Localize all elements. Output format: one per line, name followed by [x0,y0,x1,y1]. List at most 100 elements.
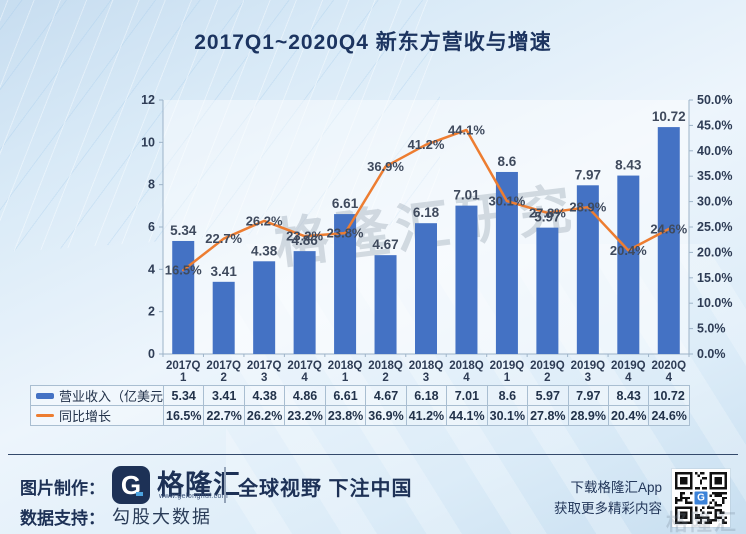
brand-slogan: 全球视野 下注中国 [238,478,413,500]
revenue-bar [617,175,640,354]
chart-title: 2017Q1~2020Q4 新东方营收与增速 [194,31,552,54]
revenue-bar [293,251,316,354]
revenue-bar [212,281,235,354]
bar-value-label: 8.6 [498,154,517,169]
right-axis-tick-label: 50.0% [697,93,732,107]
table-cell-growth: 27.8% [527,405,568,425]
bar-value-label: 3.41 [211,264,238,279]
growth-value-label: 36.9% [367,159,404,174]
right-axis-tick-label: 0.0% [697,347,726,361]
x-axis-category-label: 2019Q 2 [530,360,565,384]
right-axis-tick-label: 25.0% [697,220,732,234]
table-cell-revenue: 6.18 [405,385,447,405]
app-download-line2: 获取更多精彩内容 [554,501,662,516]
growth-value-label: 28.9% [569,200,606,215]
bar-value-label: 6.61 [332,196,359,211]
qr-code: G [672,469,730,527]
revenue-bar [455,205,478,354]
table-cell-growth: 24.6% [648,405,689,425]
x-axis-category-label: 2019Q 3 [571,360,606,384]
x-axis-category-label: 2017Q 1 [166,360,201,384]
x-axis-category-label: 2017Q 2 [206,360,241,384]
growth-value-label: 16.5% [165,263,202,278]
left-axis-tick-label: 4 [148,262,155,276]
table-cell-revenue: 4.38 [243,385,285,405]
table-cell-growth: 16.5% [163,405,204,425]
revenue-bar [657,127,680,354]
x-axis-category-label: 2019Q 1 [490,360,525,384]
data-by-value: 勾股大数据 [112,507,212,527]
x-axis-category-label: 2018Q 3 [409,360,444,384]
bar-value-label: 8.43 [615,158,642,173]
right-axis-tick-label: 30.0% [697,195,732,209]
bar-value-label: 10.72 [652,109,686,124]
gelonghui-logo-icon: G [112,466,150,504]
x-axis-category-label: 2017Q 3 [247,360,282,384]
revenue-bar [374,255,397,354]
bar-value-label: 4.67 [372,237,398,252]
growth-value-label: 26.2% [246,213,283,228]
left-axis-tick-label: 0 [148,347,155,361]
right-axis-tick-label: 10.0% [697,296,732,310]
table-cell-revenue: 8.43 [607,385,649,405]
table-cell-growth: 41.2% [405,405,447,425]
left-axis-tick-label: 2 [148,305,155,319]
table-cell-growth: 22.7% [203,405,244,425]
right-axis-tick-label: 40.0% [697,144,732,158]
growth-value-label: 23.2% [286,229,323,244]
bar-value-label: 6.18 [413,205,440,220]
data-table: 营业收入（亿美元）5.343.414.384.866.614.676.187.0… [30,385,690,426]
right-axis-tick-label: 15.0% [697,271,732,285]
left-axis-tick-label: 12 [141,93,155,107]
revenue-bar [415,223,437,354]
footer-divider [8,454,738,455]
table-cell-growth: 28.9% [567,405,608,425]
revenue-bar [495,171,518,354]
left-axis-tick-label: 8 [148,178,155,192]
x-axis-category-label: 2017Q 4 [287,360,322,384]
growth-value-label: 24.6% [650,222,687,237]
table-cell-growth: 23.8% [324,405,366,425]
growth-value-label: 44.1% [448,122,485,137]
qr-pattern [675,472,727,524]
table-cell-revenue: 4.86 [284,385,325,405]
table-cell-revenue: 6.61 [324,385,366,405]
bar-value-label: 7.97 [575,167,601,182]
right-axis-tick-label: 35.0% [697,169,732,183]
x-axis-category-label: 2018Q 1 [328,360,363,384]
revenue-bar [172,240,195,354]
bar-value-label: 5.97 [534,210,560,225]
table-cell-growth: 44.1% [446,405,487,425]
revenue-bar [576,185,599,354]
table-cell-revenue: 10.72 [648,385,689,405]
right-axis-tick-label: 20.0% [697,245,732,259]
table-cell-revenue: 3.41 [203,385,244,405]
table-cell-growth: 36.9% [365,405,406,425]
table-cell-growth: 20.4% [607,405,649,425]
bar-value-label: 4.38 [251,243,278,258]
table-cell-revenue: 7.97 [567,385,608,405]
chart-svg: 格隆汇研究0246810120.0%5.0%10.0%15.0%20.0%25.… [141,93,732,384]
brand-name: 格隆汇 [157,470,241,500]
table-cell-growth: 30.1% [486,405,528,425]
growth-value-label: 20.4% [610,243,647,258]
growth-line [181,128,671,272]
revenue-legend-marker [36,392,54,399]
data-by-label: 数据支持： [20,509,105,528]
growth-value-label: 30.1% [488,194,525,209]
table-cell-revenue: 7.01 [446,385,487,405]
x-axis-category-label: 2019Q 4 [611,360,646,384]
qr-center-logo-icon: G [692,489,710,507]
left-axis-tick-label: 10 [141,135,155,149]
growth-value-label: 23.8% [327,226,364,241]
table-cell-revenue: 4.67 [365,385,406,405]
left-axis-tick-label: 6 [148,220,155,234]
bar-value-label: 5.34 [170,223,197,238]
bar-value-label: 7.01 [453,188,480,203]
legend-growth: 同比增长 [30,405,163,425]
bar-value-label: 4.86 [291,233,318,248]
made-by-label: 图片制作： [20,479,105,498]
right-axis-tick-label: 45.0% [697,118,732,132]
revenue-bar [253,261,276,354]
